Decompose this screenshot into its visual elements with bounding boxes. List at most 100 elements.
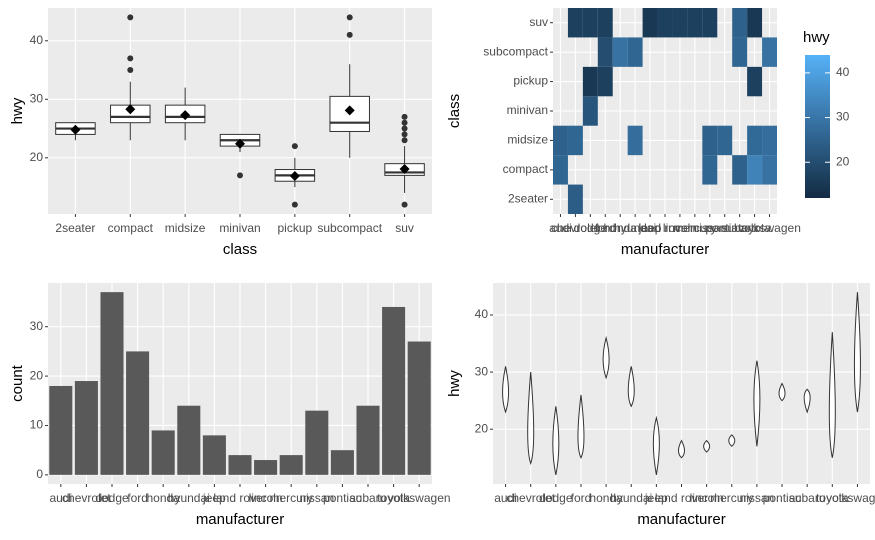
outlier (127, 14, 134, 21)
y-tick-label: midsize (507, 133, 548, 147)
x-tick-label: subaru (350, 491, 387, 505)
heat-cell (747, 125, 763, 156)
x-tick-label: lincoln (663, 221, 697, 235)
x-tick-label: mercury (710, 491, 753, 505)
outlier (401, 131, 408, 138)
x-tick-label: minivan (219, 221, 260, 235)
bar (49, 385, 73, 475)
x-tick-label: volkswagen (388, 491, 451, 505)
heat-cell (657, 8, 673, 38)
heat-cell (582, 96, 598, 126)
y-tick-label: 30 (30, 91, 44, 105)
x-tick-label: nissan (299, 491, 334, 505)
bar (100, 292, 124, 475)
heat-cell (553, 155, 568, 185)
x-tick-label: honda (589, 491, 623, 505)
x-tick-label: toyota (738, 221, 771, 235)
heat-cell (672, 8, 688, 38)
x-tick-label: subaru (721, 221, 758, 235)
outlier (401, 125, 408, 132)
outlier (401, 201, 408, 208)
x-tick-label: midsize (165, 221, 206, 235)
x-tick-label: toyota (816, 491, 849, 505)
x-axis-title: manufacturer (196, 511, 284, 528)
heat-cell (582, 66, 598, 97)
y-tick-label: 20 (30, 368, 44, 382)
x-tick-label: land rover (213, 491, 266, 505)
y-tick-label: pickup (513, 74, 548, 88)
outlier (291, 201, 298, 208)
y-tick-label: compact (503, 162, 549, 176)
violin (502, 366, 510, 414)
heat-cell (627, 37, 643, 67)
legend-label: 30 (836, 110, 850, 124)
y-axis-title: hwy (9, 97, 26, 124)
heat-cell (702, 125, 718, 156)
x-axis-title: class (223, 241, 257, 258)
bar (407, 341, 431, 475)
x-tick-label: chevrolet (551, 221, 600, 235)
x-tick-label: chevrolet (62, 491, 111, 505)
x-tick-label: volkswagen (826, 491, 875, 505)
heat-cell (642, 8, 658, 38)
x-tick-label: land rover (638, 221, 691, 235)
y-tick-label: 30 (475, 364, 489, 378)
outlier (127, 67, 134, 74)
x-tick-label: nissan (740, 491, 775, 505)
mean-marker (235, 138, 245, 149)
x-tick-label: audi (549, 221, 572, 235)
violin (828, 332, 836, 458)
bar (330, 450, 354, 475)
outlier (346, 31, 353, 38)
mean-marker (399, 163, 410, 174)
heat-cell (762, 155, 777, 185)
mean-marker (289, 170, 300, 181)
heat-cell (747, 8, 763, 38)
bar (305, 410, 329, 475)
x-tick-label: ford (571, 491, 592, 505)
bar (151, 430, 175, 475)
outlier (401, 119, 408, 126)
x-tick-label: chevrolet (506, 491, 555, 505)
outlier (291, 143, 298, 150)
mean-marker (70, 124, 81, 135)
bar (356, 405, 380, 475)
heat-cell (567, 184, 583, 214)
violin (778, 382, 786, 402)
x-tick-label: lincoln (690, 491, 724, 505)
heat-cell (717, 125, 733, 156)
x-tick-label: ford (127, 491, 148, 505)
outlier (127, 55, 134, 62)
heat-cell (582, 8, 598, 38)
x-tick-label: pontiac (323, 491, 362, 505)
y-axis-title: class (446, 94, 463, 128)
x-tick-label: dodge (539, 491, 573, 505)
heat-cell (732, 8, 748, 38)
heat-cell (747, 66, 763, 97)
x-tick-label: honda (604, 221, 638, 235)
legend-label: 20 (836, 154, 850, 168)
outlier (346, 14, 353, 21)
y-tick-label: 10 (30, 418, 44, 432)
x-tick-label: dodge (95, 491, 129, 505)
outlier (401, 113, 408, 120)
x-axis-title: manufacturer (637, 511, 725, 528)
heat-cell (687, 8, 703, 38)
bar (382, 306, 406, 475)
heat-cell (762, 125, 777, 156)
legend-label: 40 (836, 65, 850, 79)
violin (703, 439, 711, 453)
y-tick-label: 20 (475, 421, 489, 435)
violin (678, 439, 685, 459)
heat-cell (597, 37, 613, 67)
x-tick-label: toyota (377, 491, 410, 505)
x-tick-label: subcompact (317, 221, 382, 235)
x-tick-label: mercury (270, 491, 313, 505)
colorbar (805, 55, 830, 198)
y-tick-label: 20 (30, 150, 44, 164)
heat-cell (597, 66, 613, 97)
mean-marker (344, 105, 355, 116)
y-tick-label: subcompact (483, 44, 548, 58)
